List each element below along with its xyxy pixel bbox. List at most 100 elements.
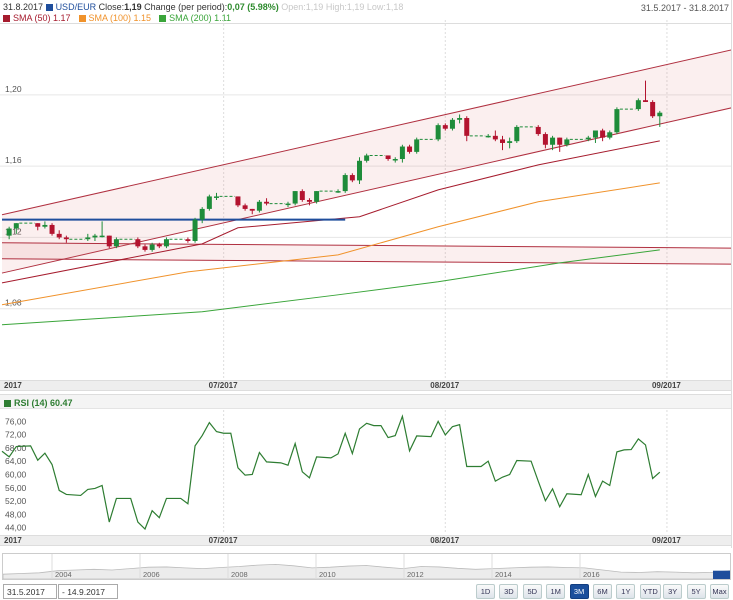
chart-header-quote: 31.8.2017 USD/EUR Close:1,19 Change (per… (3, 2, 403, 12)
change-value: 0,07 (5.98%) (227, 2, 279, 12)
horizontal-channel-line (1, 242, 731, 249)
divider (731, 0, 732, 548)
from-date-input[interactable] (3, 584, 57, 599)
candle-body (557, 137, 563, 145)
candle-body (492, 135, 498, 140)
candle-body (392, 159, 398, 161)
candle-body (643, 100, 648, 102)
navigator-year-label: 2016 (583, 570, 600, 579)
candle-body (614, 109, 620, 133)
candle-body (342, 175, 348, 192)
sma-line (1, 249, 660, 326)
range-button-1d[interactable]: 1D (476, 584, 495, 599)
candle-body (185, 239, 191, 241)
legend-item: SMA (100) 1.15 (78, 13, 151, 23)
change-label: Change (per period): (144, 2, 228, 12)
navigator-year-label: 2008 (231, 570, 248, 579)
navigator-year-label: 2004 (55, 570, 72, 579)
range-button-3m[interactable]: 3M (569, 584, 589, 599)
candle-body (542, 134, 548, 145)
range-button-1m[interactable]: 1M (546, 584, 566, 599)
candle-body (607, 132, 613, 138)
candle-body (135, 239, 141, 247)
rsi-title: RSI (14) 60.47 (4, 398, 73, 408)
y-tick-label: 52,00 (5, 496, 27, 506)
symbol-color-icon (45, 4, 53, 11)
navigator-area (3, 563, 730, 579)
x-tick-label: 09/2017 (651, 381, 681, 390)
range-button-5d[interactable]: 5D (522, 584, 542, 599)
sma-line (1, 140, 660, 284)
navigator-year-label: 2010 (319, 570, 336, 579)
y-tick-label: 60,00 (5, 469, 27, 479)
candle-body (92, 235, 98, 238)
candle-body (414, 139, 420, 152)
x-tick-label: 08/2017 (430, 536, 460, 545)
range-button-1y[interactable]: 1Y (616, 584, 636, 599)
candle-body (485, 135, 491, 138)
range-button-max[interactable]: Max (710, 584, 729, 599)
x-tick-label: 07/2017 (208, 536, 238, 545)
candle-body (206, 196, 212, 209)
candle-body (385, 155, 391, 160)
range-button-6m[interactable]: 6M (593, 584, 612, 599)
horizontal-channel-fill (2, 242, 731, 265)
candle-body (399, 146, 405, 160)
x-tick-label: 2017 (4, 381, 22, 390)
candle-body (600, 130, 606, 138)
candle-body (285, 203, 291, 206)
indicator-legend: SMA (50) 1.17 SMA (100) 1.15 SMA (200) 1.1… (3, 13, 239, 23)
candle-body (306, 200, 312, 202)
rsi-x-axis: 2017 07/2017 08/2017 09/2017 (0, 535, 731, 546)
quote-date: 31.8.2017 (3, 2, 44, 12)
x-tick-label: 08/2017 (430, 381, 460, 390)
candle-body (192, 219, 198, 241)
close-label: Close: (98, 2, 125, 12)
candle-body (449, 119, 455, 129)
candle-body (149, 244, 155, 250)
y-tick-label: 72,00 (5, 430, 27, 440)
candle-body (199, 208, 205, 220)
navigator-year-label: 2012 (407, 570, 424, 579)
candle-body (349, 175, 355, 181)
divider (0, 23, 731, 24)
y-tick-label: 1,12 (5, 226, 22, 236)
x-tick-label: 2017 (4, 536, 22, 545)
candle-body (592, 130, 598, 138)
sma-line (1, 182, 660, 306)
to-date-input[interactable] (58, 584, 118, 599)
candle-body (507, 141, 513, 143)
y-tick-label: 64,00 (5, 456, 27, 466)
candle-body (364, 155, 370, 161)
range-button-3d[interactable]: 3D (499, 584, 519, 599)
range-button-ytd[interactable]: YTD (639, 584, 661, 599)
candle-body (407, 146, 413, 152)
rsi-chart[interactable]: 76,0072,0068,0064,0060,0056,0052,0048,00… (0, 410, 731, 534)
candle-body (106, 235, 112, 247)
candle-body (63, 237, 69, 240)
navigator[interactable]: 2004 2006 2008 2010 2012 2014 2016 (2, 553, 731, 580)
candle-body (535, 126, 541, 135)
candle-body (564, 139, 570, 145)
y-tick-label: 1,20 (5, 84, 22, 94)
candle-body (500, 139, 505, 143)
y-tick-label: 76,00 (5, 416, 27, 426)
high-value: High:1,19 (325, 2, 365, 12)
legend-item: SMA (200) 1.11 (159, 13, 231, 23)
candle-body (113, 239, 119, 247)
candle-body (156, 244, 162, 247)
candle-body (357, 160, 362, 181)
candle-body (163, 239, 169, 247)
candle-body (585, 137, 591, 140)
rsi-line (1, 414, 661, 531)
price-chart[interactable]: 1,201,161,121,08 (0, 20, 731, 380)
candle-body (514, 126, 520, 142)
candle-body (85, 237, 91, 240)
candle-body (13, 223, 19, 229)
low-value: Low:1,18 (366, 2, 404, 12)
range-button-5y[interactable]: 5Y (686, 584, 706, 599)
candle-body (256, 201, 262, 211)
candle-body (464, 118, 470, 136)
candle-body (657, 112, 663, 117)
range-button-3y[interactable]: 3Y (663, 584, 683, 599)
